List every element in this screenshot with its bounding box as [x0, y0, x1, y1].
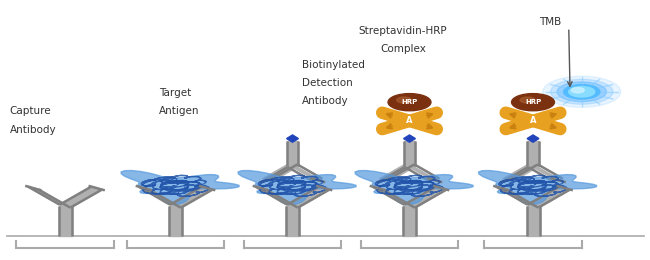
- Text: Detection: Detection: [302, 78, 353, 88]
- Polygon shape: [287, 187, 330, 208]
- Circle shape: [571, 88, 584, 93]
- Polygon shape: [496, 187, 538, 208]
- Polygon shape: [526, 206, 539, 236]
- Polygon shape: [60, 187, 102, 208]
- Text: HRP: HRP: [402, 99, 417, 105]
- Text: A: A: [406, 116, 413, 125]
- Polygon shape: [121, 171, 239, 205]
- Text: Antibody: Antibody: [302, 96, 349, 106]
- Text: Antigen: Antigen: [159, 106, 200, 116]
- Circle shape: [543, 76, 621, 107]
- Polygon shape: [170, 187, 213, 208]
- Polygon shape: [528, 187, 570, 208]
- Polygon shape: [238, 171, 356, 205]
- Circle shape: [388, 94, 431, 111]
- Polygon shape: [478, 171, 597, 205]
- Polygon shape: [169, 206, 182, 236]
- Circle shape: [569, 87, 595, 97]
- Polygon shape: [527, 141, 539, 166]
- Polygon shape: [263, 164, 297, 181]
- Circle shape: [520, 97, 535, 103]
- Circle shape: [551, 79, 613, 104]
- Polygon shape: [380, 164, 414, 181]
- Polygon shape: [403, 206, 416, 236]
- Text: Antibody: Antibody: [10, 125, 57, 135]
- Polygon shape: [404, 187, 447, 208]
- Text: Biotinylated: Biotinylated: [302, 60, 365, 70]
- Polygon shape: [527, 135, 539, 142]
- Polygon shape: [58, 206, 72, 236]
- Text: Complex: Complex: [380, 44, 426, 54]
- Text: Capture: Capture: [10, 106, 51, 116]
- Polygon shape: [404, 135, 415, 142]
- Polygon shape: [287, 135, 298, 142]
- Text: Target: Target: [159, 88, 192, 98]
- Polygon shape: [405, 164, 439, 181]
- Polygon shape: [287, 141, 298, 166]
- Circle shape: [512, 94, 554, 111]
- Polygon shape: [503, 164, 538, 181]
- Text: TMB: TMB: [540, 17, 562, 27]
- Polygon shape: [528, 164, 563, 181]
- Circle shape: [557, 82, 606, 102]
- Circle shape: [564, 84, 600, 99]
- Polygon shape: [286, 206, 299, 236]
- Polygon shape: [255, 187, 298, 208]
- Circle shape: [396, 97, 411, 103]
- Polygon shape: [138, 187, 181, 208]
- Text: HRP: HRP: [525, 99, 541, 105]
- Polygon shape: [372, 187, 415, 208]
- Text: A: A: [530, 116, 536, 125]
- Polygon shape: [404, 141, 415, 166]
- Polygon shape: [28, 187, 70, 208]
- Polygon shape: [288, 164, 322, 181]
- Text: Streptavidin-HRP: Streptavidin-HRP: [359, 26, 447, 36]
- Polygon shape: [355, 171, 473, 205]
